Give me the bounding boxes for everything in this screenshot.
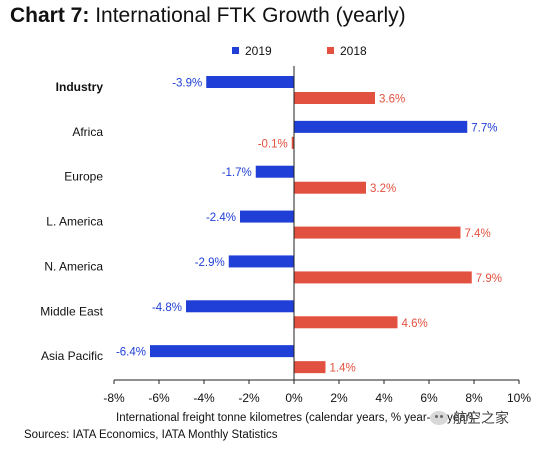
category-label-6: Asia Pacific: [41, 349, 103, 363]
value-label-2019-4: -2.9%: [195, 257, 225, 269]
bar-2018-1: [291, 136, 294, 149]
x-tick-label-8: 8%: [465, 391, 483, 405]
bar-2018-2: [294, 181, 366, 194]
bar-2019-3: [240, 210, 294, 223]
value-label-2018-4: 7.9%: [476, 273, 502, 285]
bar-2019-6: [150, 345, 294, 358]
bars: -3.9% 3.6% 7.7% -0.1% -1.7% 3.2% -2.4% 7.4% -2.9…: [116, 76, 502, 375]
bar-2019-2: [255, 165, 294, 178]
x-tick-label-7: 6%: [420, 391, 438, 405]
chart-title: Chart 7: International FTK Growth (yearl…: [10, 4, 406, 28]
legend-swatch-2018: [327, 47, 334, 54]
category-label-3: L. America: [46, 215, 103, 229]
legend: 2019 2018: [232, 44, 367, 58]
value-label-2019-3: -2.4%: [206, 212, 236, 224]
bar-2019-5: [186, 300, 294, 313]
value-label-2019-6: -6.4%: [116, 347, 146, 359]
bar-2018-4: [294, 271, 472, 284]
x-tick-label-6: 4%: [375, 391, 393, 405]
value-label-2018-2: 3.2%: [370, 183, 396, 195]
category-label-1: Africa: [72, 125, 103, 139]
x-tick-label-9: 10%: [507, 391, 531, 405]
legend-label-2018: 2018: [340, 44, 367, 58]
x-axis-title: International freight tonne kilometres (…: [116, 412, 473, 424]
x-tick-label-3: -2%: [238, 391, 260, 405]
value-label-2019-2: -1.7%: [222, 167, 252, 179]
x-tick-label-4: 0%: [285, 391, 303, 405]
bar-2018-6: [294, 361, 326, 374]
bar-2019-0: [206, 76, 294, 88]
value-label-2019-1: 7.7%: [471, 122, 497, 134]
category-label-0: Industry: [56, 80, 104, 94]
chart-title-text: International FTK Growth (yearly): [95, 4, 406, 27]
value-label-2019-5: -4.8%: [152, 302, 182, 314]
watermark: 航空之家: [430, 408, 509, 428]
bar-2018-3: [294, 226, 461, 239]
value-label-2018-6: 1.4%: [330, 363, 356, 375]
category-label-4: N. America: [44, 259, 103, 273]
value-label-2018-1: -0.1%: [258, 138, 288, 150]
wechat-icon: [430, 411, 448, 425]
bar-2018-0: [294, 92, 375, 104]
chart-title-prefix: Chart 7:: [10, 4, 90, 27]
bar-2019-1: [294, 120, 468, 133]
x-tick-label-0: -8%: [103, 391, 125, 405]
value-label-2018-3: 7.4%: [465, 228, 491, 240]
source-note: Sources: IATA Economics, IATA Monthly St…: [24, 429, 278, 441]
bar-2018-5: [294, 316, 398, 329]
value-label-2018-0: 3.6%: [379, 94, 405, 106]
watermark-text: 航空之家: [453, 410, 509, 426]
category-label-5: Middle East: [40, 304, 103, 318]
axes: Industry Africa Europe L. America N. America…: [40, 66, 531, 424]
value-label-2018-5: 4.6%: [402, 318, 428, 330]
legend-label-2019: 2019: [245, 44, 272, 58]
value-label-2019-0: -3.9%: [172, 78, 202, 90]
x-tick-label-2: -4%: [193, 391, 215, 405]
x-tick-label-1: -6%: [148, 391, 170, 405]
x-tick-label-5: 2%: [330, 391, 348, 405]
legend-swatch-2019: [232, 47, 239, 54]
category-label-2: Europe: [64, 170, 103, 184]
bar-2019-4: [228, 255, 294, 268]
